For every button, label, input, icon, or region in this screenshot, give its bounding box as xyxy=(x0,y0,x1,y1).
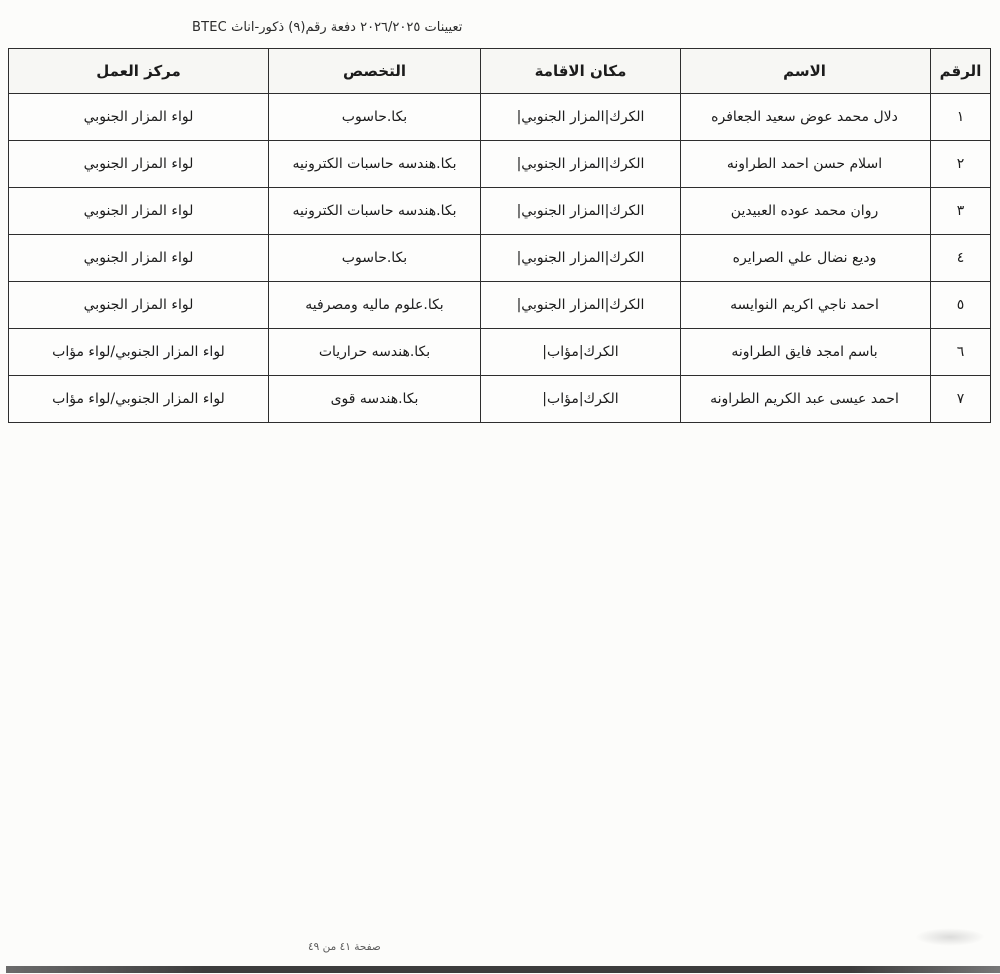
row-name-cell: اسلام حسن احمد الطراونه xyxy=(680,140,931,188)
row-number-cell: ٣ xyxy=(930,187,991,235)
row-work-center-cell: لواء المزار الجنوبي xyxy=(8,140,269,188)
row-residence-cell: الكرك|المزار الجنوبي| xyxy=(480,140,681,188)
row-specialization-cell: بكا.حاسوب xyxy=(268,234,481,282)
table-row: ٣ روان محمد عوده العبيدين الكرك|المزار ا… xyxy=(8,187,991,235)
row-residence-cell: الكرك|مؤاب| xyxy=(480,328,681,376)
table-row: ٧ احمد عيسى عبد الكريم الطراونه الكرك|مؤ… xyxy=(8,375,991,423)
column-header-name: الاسم xyxy=(680,48,931,94)
table-row: ٦ باسم امجد فايق الطراونه الكرك|مؤاب| بك… xyxy=(8,328,991,376)
table-row: ٤ وديع نضال علي الصرايره الكرك|المزار ال… xyxy=(8,234,991,282)
row-work-center-cell: لواء المزار الجنوبي xyxy=(8,234,269,282)
table-body: ١ دلال محمد عوض سعيد الجعافره الكرك|المز… xyxy=(8,93,991,423)
row-residence-cell: الكرك|المزار الجنوبي| xyxy=(480,187,681,235)
row-work-center-cell: لواء المزار الجنوبي xyxy=(8,93,269,141)
column-header-specialization: التخصص xyxy=(268,48,481,94)
table-header-row: الرقم الاسم مكان الاقامة التخصص مركز الع… xyxy=(8,48,991,94)
row-residence-cell: الكرك|المزار الجنوبي| xyxy=(480,93,681,141)
column-header-number: الرقم xyxy=(930,48,991,94)
row-name-cell: احمد ناجي اكريم النوايسه xyxy=(680,281,931,329)
scan-artifact-smudge xyxy=(915,928,985,946)
row-work-center-cell: لواء المزار الجنوبي xyxy=(8,187,269,235)
row-name-cell: وديع نضال علي الصرايره xyxy=(680,234,931,282)
row-number-cell: ٤ xyxy=(930,234,991,282)
table-row: ٢ اسلام حسن احمد الطراونه الكرك|المزار ا… xyxy=(8,140,991,188)
row-residence-cell: الكرك|المزار الجنوبي| xyxy=(480,281,681,329)
row-work-center-cell: لواء المزار الجنوبي/لواء مؤاب xyxy=(8,328,269,376)
row-name-cell: باسم امجد فايق الطراونه xyxy=(680,328,931,376)
row-residence-cell: الكرك|مؤاب| xyxy=(480,375,681,423)
row-specialization-cell: بكا.هندسه حاسبات الكترونيه xyxy=(268,140,481,188)
document-title: تعيينات ٢٠٢٦/٢٠٢٥ دفعة رقم(٩) ذكور-اناث … xyxy=(192,20,463,35)
column-header-residence: مكان الاقامة xyxy=(480,48,681,94)
row-number-cell: ١ xyxy=(930,93,991,141)
row-specialization-cell: بكا.هندسه قوى xyxy=(268,375,481,423)
page-number-footer: صفحة ٤١ من ٤٩ xyxy=(308,941,381,953)
appointments-table: الرقم الاسم مكان الاقامة التخصص مركز الع… xyxy=(8,48,991,423)
row-number-cell: ٢ xyxy=(930,140,991,188)
row-work-center-cell: لواء المزار الجنوبي/لواء مؤاب xyxy=(8,375,269,423)
row-work-center-cell: لواء المزار الجنوبي xyxy=(8,281,269,329)
table-row: ١ دلال محمد عوض سعيد الجعافره الكرك|المز… xyxy=(8,93,991,141)
scan-edge-bottom xyxy=(6,966,1000,973)
column-header-work-center: مركز العمل xyxy=(8,48,269,94)
row-specialization-cell: بكا.حاسوب xyxy=(268,93,481,141)
table-row: ٥ احمد ناجي اكريم النوايسه الكرك|المزار … xyxy=(8,281,991,329)
row-number-cell: ٥ xyxy=(930,281,991,329)
row-specialization-cell: بكا.علوم ماليه ومصرفيه xyxy=(268,281,481,329)
row-name-cell: دلال محمد عوض سعيد الجعافره xyxy=(680,93,931,141)
row-number-cell: ٧ xyxy=(930,375,991,423)
row-specialization-cell: بكا.هندسه حاسبات الكترونيه xyxy=(268,187,481,235)
row-residence-cell: الكرك|المزار الجنوبي| xyxy=(480,234,681,282)
row-name-cell: احمد عيسى عبد الكريم الطراونه xyxy=(680,375,931,423)
row-specialization-cell: بكا.هندسه حراريات xyxy=(268,328,481,376)
row-number-cell: ٦ xyxy=(930,328,991,376)
row-name-cell: روان محمد عوده العبيدين xyxy=(680,187,931,235)
